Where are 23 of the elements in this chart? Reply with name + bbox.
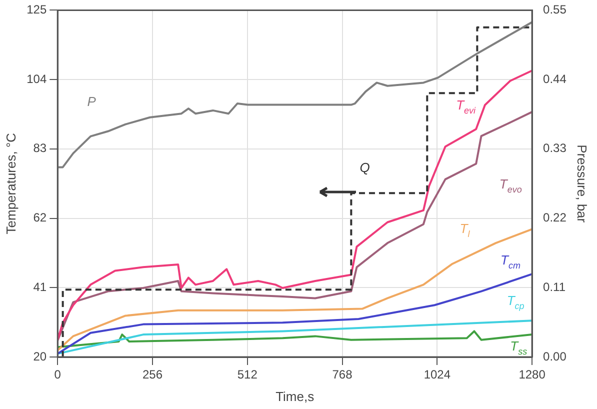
x-axis-title: Time,s (276, 388, 315, 404)
y-tick-label: 83 (33, 141, 47, 156)
y-tick-label: 62 (33, 210, 47, 225)
y2-axis-title: Pressure, bar (574, 144, 590, 224)
y2-tick-label: 0.55 (543, 2, 567, 17)
y2-tick-label: 0.44 (543, 72, 567, 86)
x-tick-label: 1280 (518, 368, 546, 382)
y-tick-label: 104 (26, 72, 47, 86)
series-label: Q (360, 160, 370, 176)
x-tick-label: 512 (237, 368, 258, 382)
y-tick-label: 41 (33, 280, 47, 294)
x-tick-label: 1024 (424, 368, 451, 382)
series-label: P (87, 94, 96, 109)
y-tick-label: 125 (26, 2, 47, 17)
x-tick-label: 256 (142, 368, 163, 382)
y2-tick-label: 0.00 (543, 349, 567, 364)
y2-tick-label: 0.33 (543, 141, 567, 156)
y-tick-label: 20 (33, 349, 47, 364)
y2-tick-label: 0.22 (543, 210, 567, 225)
x-tick-label: 768 (332, 368, 353, 382)
y2-tick-label: 0.11 (543, 280, 566, 294)
y-axis-title: Temperatures, °C (3, 132, 18, 234)
x-tick-label: 0 (54, 368, 62, 382)
